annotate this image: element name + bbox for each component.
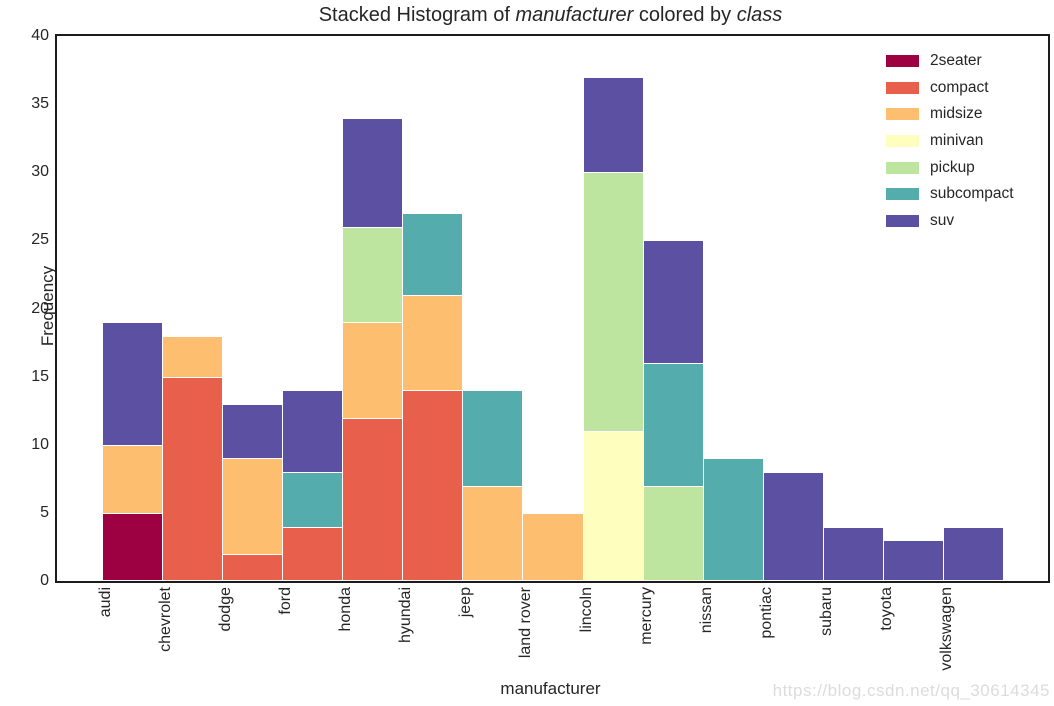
legend-label-compact: compact xyxy=(930,78,989,96)
legend-label-2seater: 2seater xyxy=(930,52,982,70)
legend-label-subcompact: subcompact xyxy=(930,185,1014,203)
bar-segment-jeep-midsize xyxy=(462,485,524,581)
plot-area xyxy=(55,34,1050,583)
legend-swatch-pickup xyxy=(886,161,919,174)
x-tick-label-subaru: subaru xyxy=(817,587,835,636)
bar-segment-dodge-compact xyxy=(222,553,284,581)
x-tick-label-lincoln: lincoln xyxy=(577,587,595,633)
bar-segment-lincoln-pickup xyxy=(582,172,644,433)
x-tick-label-land-rover: land rover xyxy=(517,587,535,659)
legend-swatch-subcompact xyxy=(886,188,919,201)
legend-swatch-suv xyxy=(886,214,919,227)
x-tick-label-dodge: dodge xyxy=(217,587,235,632)
chart-title: Stacked Histogram of manufacturer colore… xyxy=(55,4,1046,27)
x-axis-label: manufacturer xyxy=(500,679,601,698)
x-tick-label-toyota: toyota xyxy=(877,587,895,631)
legend: 2seater compact midsize minivan pickup subcom… xyxy=(886,48,1014,234)
bar-segment-honda-suv xyxy=(342,117,404,228)
y-tick-label-10: 10 xyxy=(31,435,49,453)
y-tick-label-5: 5 xyxy=(40,503,49,521)
legend-swatch-minivan xyxy=(886,135,919,148)
bar-segment-toyota-suv xyxy=(882,540,944,581)
x-tick-label-hyundai: hyundai xyxy=(397,587,415,644)
bar-segment-subaru-suv xyxy=(822,526,884,581)
legend-item-pickup: pickup xyxy=(886,154,1014,181)
x-tick-label-pontiac: pontiac xyxy=(757,587,775,639)
legend-item-subcompact: subcompact xyxy=(886,181,1014,208)
bar-segment-land-rover-midsize xyxy=(522,512,584,581)
bar-segment-ford-compact xyxy=(282,526,344,581)
bar-segment-mercury-suv xyxy=(642,240,704,364)
x-tick-label-volkswagen: volkswagen xyxy=(937,587,955,671)
bar-segment-dodge-midsize xyxy=(222,458,284,555)
bar-segment-chevrolet-midsize xyxy=(162,335,224,378)
bar-segment-ford-suv xyxy=(282,390,344,473)
x-tick-label-nissan: nissan xyxy=(697,587,715,634)
legend-label-suv: suv xyxy=(930,211,955,229)
x-tick-label-ford: ford xyxy=(277,587,295,615)
bar-segment-audi-suv xyxy=(102,322,164,446)
x-tick-label-audi: audi xyxy=(97,587,114,618)
x-tick-label-jeep: jeep xyxy=(457,587,475,618)
legend-swatch-compact xyxy=(886,81,919,94)
legend-label-minivan: minivan xyxy=(930,132,984,150)
bar-segment-chevrolet-compact xyxy=(162,376,224,581)
watermark: https://blog.csdn.net/qq_30614345 xyxy=(772,681,1050,700)
legend-item-midsize: midsize xyxy=(886,101,1014,128)
bar-segment-honda-midsize xyxy=(342,322,404,419)
x-tick-label-chevrolet: chevrolet xyxy=(157,587,175,652)
bar-segment-audi-midsize xyxy=(102,444,164,514)
bar-segment-honda-compact xyxy=(342,417,404,581)
bar-segment-hyundai-midsize xyxy=(402,294,464,392)
y-tick-label-25: 25 xyxy=(31,231,49,249)
legend-item-suv: suv xyxy=(886,208,1014,235)
y-tick-label-40: 40 xyxy=(31,27,49,44)
bar-segment-mercury-pickup xyxy=(642,485,704,581)
bar-segment-mercury-subcompact xyxy=(642,363,704,487)
legend-label-pickup: pickup xyxy=(930,158,975,176)
legend-swatch-midsize xyxy=(886,108,919,121)
y-tick-label-15: 15 xyxy=(31,367,49,385)
legend-item-minivan: minivan xyxy=(886,128,1014,155)
x-tick-label-mercury: mercury xyxy=(637,587,655,645)
y-tick-label-20: 20 xyxy=(31,299,49,317)
bar-segment-volkswagen-suv xyxy=(942,526,1004,581)
legend-item-compact: compact xyxy=(886,75,1014,102)
bar-segment-ford-subcompact xyxy=(282,472,344,528)
bar-segment-nissan-subcompact xyxy=(702,458,764,581)
chart-title-italic-manufacturer: manufacturer xyxy=(515,4,634,26)
bar-segment-hyundai-subcompact xyxy=(402,213,464,296)
chart-title-text: colored by xyxy=(633,4,737,26)
bar-segment-pontiac-suv xyxy=(762,472,824,581)
bar-segment-lincoln-minivan xyxy=(582,431,644,581)
bar-segment-dodge-suv xyxy=(222,403,284,460)
bar-segment-lincoln-suv xyxy=(582,76,644,174)
y-tick-label-35: 35 xyxy=(31,95,49,113)
y-tick-label-0: 0 xyxy=(40,572,49,589)
y-tick-label-30: 30 xyxy=(31,163,49,181)
bar-segment-hyundai-compact xyxy=(402,390,464,581)
x-tick-label-honda: honda xyxy=(337,587,355,632)
legend-item-2seater: 2seater xyxy=(886,48,1014,75)
bar-segment-audi-2seater xyxy=(102,512,164,581)
bar-segment-jeep-subcompact xyxy=(462,390,524,487)
legend-swatch-2seater xyxy=(886,55,919,68)
chart-title-text: Stacked Histogram of xyxy=(318,4,516,26)
legend-label-midsize: midsize xyxy=(930,105,983,123)
chart-title-italic-class: class xyxy=(736,4,783,26)
bar-segment-honda-pickup xyxy=(342,226,404,324)
